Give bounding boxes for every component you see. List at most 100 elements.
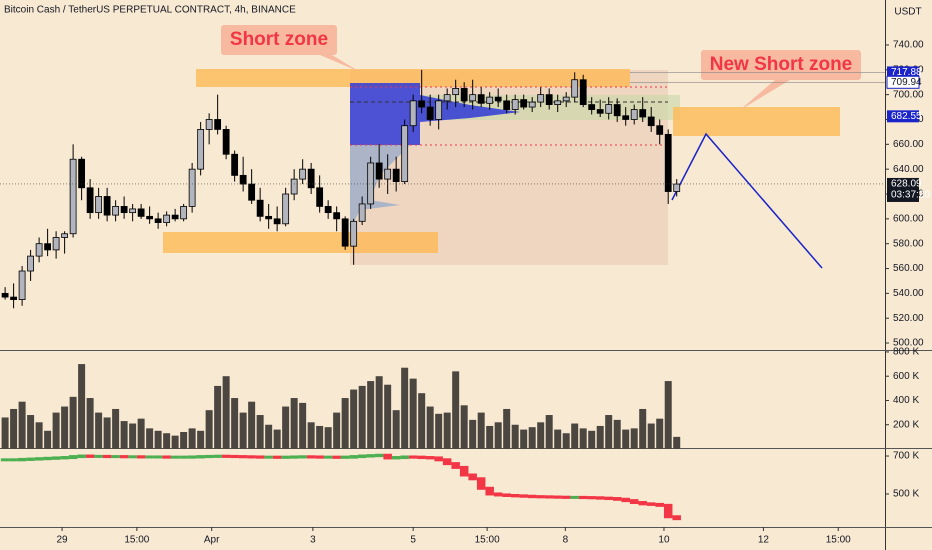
indicator-step	[638, 501, 647, 506]
price-marker-label: 682.55	[891, 111, 922, 122]
candle-body	[146, 215, 154, 220]
candle-body	[511, 99, 519, 110]
candle-body	[1, 292, 9, 298]
candle-body	[409, 100, 417, 127]
volume-bar	[146, 428, 154, 449]
volume-bar	[86, 398, 94, 449]
candle-body	[384, 168, 392, 180]
y-tick-label: 700.00	[893, 89, 924, 100]
volume-bar	[435, 413, 443, 449]
candle-body	[290, 178, 298, 195]
volume-bar	[571, 423, 579, 449]
volume-bar	[367, 381, 375, 449]
candle-body	[469, 94, 477, 102]
x-tick-label: 15:00	[475, 535, 500, 546]
indicator-step	[519, 494, 528, 498]
indicator-step	[77, 454, 86, 459]
x-tick-label: 8	[563, 535, 569, 546]
volume-bar	[520, 429, 528, 449]
indicator-step	[340, 455, 350, 459]
candle-body	[562, 96, 570, 102]
candle-body	[673, 183, 681, 192]
candle-body	[61, 233, 69, 238]
candle-body	[214, 119, 222, 130]
indicator-step	[247, 455, 256, 459]
price-marker	[887, 66, 919, 79]
candle-body	[664, 133, 672, 192]
indicator-step	[663, 503, 673, 519]
volume-bar	[596, 425, 604, 449]
indicator-step	[357, 454, 367, 459]
indicator-step	[383, 453, 392, 460]
candle-body	[460, 88, 468, 102]
candle-body	[367, 162, 375, 205]
indicator-step	[298, 455, 307, 459]
candle-body	[188, 168, 196, 207]
volume-bar	[503, 408, 511, 449]
volume-bar	[137, 418, 145, 449]
indicator-step	[612, 497, 622, 501]
candle-body	[154, 218, 162, 223]
price-marker	[887, 110, 919, 123]
zone	[196, 69, 630, 87]
candle-body	[69, 158, 77, 235]
volume-bar	[401, 367, 409, 449]
volume-bar	[333, 412, 341, 449]
volume-bar	[409, 378, 417, 449]
volume-bar	[562, 433, 570, 449]
indicator-step	[595, 496, 605, 500]
candle-body	[256, 199, 264, 217]
y-tick-label: 600.00	[893, 213, 924, 224]
annotation-tail	[320, 55, 360, 72]
indicator-step	[629, 499, 639, 505]
volume-bar	[231, 398, 239, 449]
indicator-step	[374, 453, 384, 458]
y-tick-label: 500 K	[893, 489, 919, 500]
volume-bar	[477, 412, 485, 449]
indicator-step	[281, 455, 290, 459]
volume-bar	[239, 412, 247, 449]
indicator-step	[85, 454, 95, 458]
indicator-step	[264, 455, 273, 459]
x-tick-label: 10	[658, 535, 670, 546]
indicator-step	[536, 495, 545, 499]
volume-bar	[647, 423, 655, 449]
indicator-step	[646, 502, 656, 506]
volume-bar	[205, 410, 213, 449]
indicator-step	[604, 496, 613, 501]
volume-bar	[486, 425, 494, 449]
candle-body	[630, 109, 638, 120]
candle-body	[231, 153, 239, 176]
annotation: New Short zone	[710, 54, 853, 75]
indicator-step	[366, 454, 375, 458]
candle-body	[248, 183, 256, 201]
annotation-box	[221, 25, 337, 55]
volume-profile	[350, 83, 520, 145]
volume-bar	[384, 384, 392, 449]
volume-bar	[494, 422, 502, 449]
candle-body	[613, 104, 621, 117]
volume-bar	[120, 421, 128, 449]
indicator-step	[468, 473, 477, 481]
volume-bar	[154, 430, 162, 449]
indicator-step	[451, 462, 460, 469]
indicator-step	[136, 455, 146, 459]
annotation: Short zone	[230, 29, 328, 50]
indicator-step	[9, 458, 18, 462]
candle-body	[639, 109, 647, 118]
candle-body	[273, 218, 281, 225]
y-tick-label: 660.00	[893, 139, 924, 150]
y-tick-label: 200 K	[893, 419, 919, 430]
indicator-step	[17, 457, 27, 462]
candle-body	[95, 196, 103, 214]
indicator-step	[459, 465, 469, 477]
candle-body	[358, 203, 366, 222]
volume-bar	[1, 417, 9, 449]
indicator-step	[179, 455, 188, 459]
candle-body	[494, 96, 502, 102]
candle-body	[588, 104, 596, 110]
volume-bar	[469, 419, 477, 449]
indicator-step	[26, 457, 35, 461]
x-tick-label: 12	[758, 535, 770, 546]
y-tick-label: 740.00	[893, 40, 924, 51]
